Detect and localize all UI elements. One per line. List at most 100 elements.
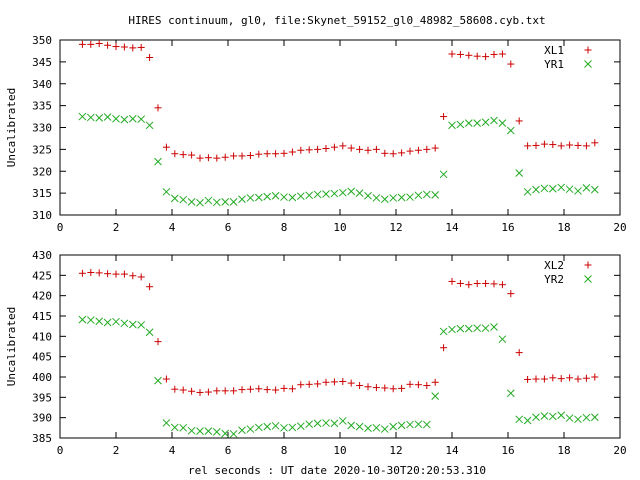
- data-point: [112, 43, 120, 51]
- data-point: [254, 193, 263, 202]
- marker-stroke: [305, 420, 314, 429]
- data-point: [565, 414, 574, 422]
- data-point: [591, 373, 599, 381]
- data-point: [238, 426, 246, 435]
- x-tick-label: 14: [445, 444, 459, 457]
- data-point: [347, 144, 355, 152]
- data-point: [103, 318, 112, 327]
- data-point: [507, 290, 515, 298]
- data-point: [204, 388, 212, 396]
- data-point: [162, 375, 170, 383]
- data-point: [330, 143, 338, 151]
- data-point: [271, 191, 280, 200]
- data-point: [381, 149, 389, 157]
- marker-stroke: [179, 423, 188, 432]
- data-point: [129, 272, 137, 280]
- marker-stroke: [154, 376, 162, 385]
- marker-stroke: [103, 318, 112, 327]
- data-point: [590, 413, 599, 422]
- data-point: [414, 146, 422, 154]
- marker-stroke: [280, 423, 288, 432]
- x-tick-label: 2: [113, 444, 120, 457]
- plot-frame: [59, 254, 621, 439]
- x-tick-label: 2: [113, 221, 120, 234]
- marker-stroke: [548, 412, 557, 421]
- data-point: [532, 375, 540, 383]
- legend-label: YR2: [544, 273, 564, 286]
- x-tick-label: 20: [613, 221, 626, 234]
- data-point: [515, 117, 523, 125]
- marker-stroke: [280, 193, 288, 201]
- data-point: [490, 323, 498, 331]
- marker-stroke: [372, 423, 381, 432]
- data-point: [473, 52, 481, 60]
- data-point: [372, 194, 381, 202]
- data-point: [574, 187, 582, 195]
- marker-stroke: [296, 422, 305, 431]
- marker-stroke: [532, 185, 540, 194]
- series-xl2: [78, 268, 599, 396]
- marker-stroke: [238, 195, 246, 204]
- marker-stroke: [313, 419, 322, 428]
- marker-stroke: [364, 424, 372, 433]
- data-point: [78, 315, 87, 324]
- data-point: [322, 378, 330, 386]
- data-point: [465, 281, 473, 289]
- marker-stroke: [414, 420, 423, 429]
- x-tick-label: 12: [389, 444, 402, 457]
- data-point: [162, 419, 171, 427]
- data-point: [338, 188, 347, 197]
- marker-stroke: [145, 121, 154, 130]
- data-point: [86, 316, 95, 324]
- data-point: [549, 374, 557, 382]
- data-point: [230, 387, 238, 395]
- data-point: [355, 422, 364, 431]
- data-point: [506, 389, 515, 398]
- data-point: [506, 126, 515, 135]
- marker-stroke: [170, 423, 179, 432]
- data-point: [314, 380, 322, 388]
- marker-stroke: [439, 170, 448, 179]
- data-point: [204, 154, 212, 162]
- data-point: [490, 50, 498, 58]
- marker-stroke: [330, 189, 339, 198]
- data-point: [187, 426, 196, 435]
- data-point: [229, 198, 238, 206]
- data-point: [288, 148, 296, 156]
- data-point: [187, 198, 196, 206]
- marker-stroke: [565, 185, 574, 194]
- marker-stroke: [473, 119, 482, 127]
- data-point: [431, 191, 440, 199]
- data-point: [255, 150, 263, 158]
- data-point: [397, 421, 406, 430]
- marker-stroke: [204, 196, 213, 205]
- data-point: [322, 190, 330, 198]
- marker-stroke: [515, 415, 524, 424]
- marker-stroke: [204, 427, 213, 435]
- data-point: [347, 379, 355, 387]
- x-tick-label: 18: [557, 221, 570, 234]
- data-point: [229, 430, 238, 438]
- data-point: [280, 423, 288, 432]
- marker-stroke: [590, 413, 599, 422]
- data-point: [456, 50, 464, 58]
- data-point: [305, 420, 314, 429]
- data-point: [364, 383, 372, 391]
- marker-stroke: [590, 185, 599, 194]
- data-point: [389, 385, 397, 393]
- data-point: [263, 422, 272, 431]
- data-point: [482, 53, 490, 61]
- marker-stroke: [95, 114, 104, 122]
- legend-marker: [584, 275, 592, 283]
- data-point: [422, 190, 431, 199]
- data-point: [532, 185, 540, 194]
- marker-stroke: [162, 419, 171, 427]
- marker-stroke: [540, 184, 549, 193]
- marker-stroke: [330, 419, 339, 428]
- marker-stroke: [498, 119, 507, 127]
- marker-stroke: [196, 198, 204, 207]
- data-point: [120, 270, 128, 278]
- marker-stroke: [540, 412, 549, 420]
- marker-stroke: [506, 126, 515, 135]
